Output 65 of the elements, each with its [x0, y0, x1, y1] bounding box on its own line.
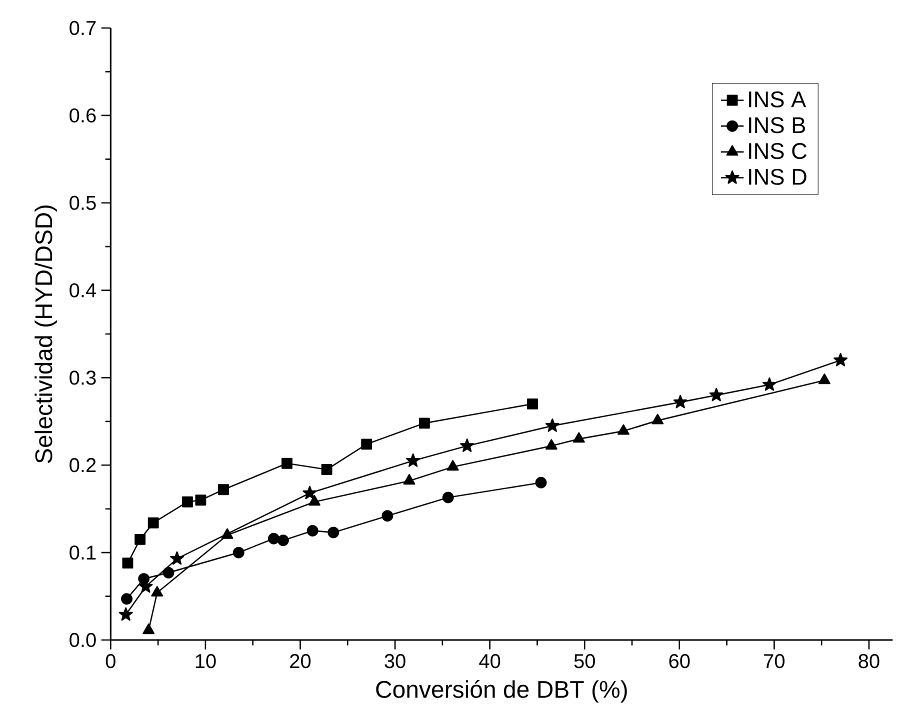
point — [617, 424, 630, 435]
y-tick-label: 0.3 — [70, 370, 96, 385]
x-tick-label: 70 — [764, 654, 785, 668]
point — [282, 458, 292, 469]
point — [545, 418, 560, 432]
x-tick-label: 10 — [196, 654, 216, 668]
y-tick-label: 0.5 — [70, 196, 96, 210]
point — [121, 593, 133, 605]
point — [134, 534, 146, 545]
point — [442, 492, 454, 504]
point — [328, 526, 340, 538]
point — [232, 546, 244, 558]
point — [195, 494, 206, 506]
point — [182, 496, 193, 508]
point — [382, 510, 394, 522]
point — [122, 558, 134, 569]
y-tick-label: 0.2 — [70, 458, 96, 472]
x-tick-label: 60 — [669, 654, 690, 668]
point — [118, 607, 133, 621]
point — [308, 495, 320, 506]
legend-label: INS C — [749, 143, 807, 160]
point — [460, 438, 474, 452]
point — [818, 374, 830, 384]
point — [361, 438, 372, 450]
point — [306, 524, 318, 536]
point — [302, 486, 317, 500]
y-tick-label: 0.7 — [70, 20, 96, 36]
point — [403, 474, 416, 485]
x-tick-label: 80 — [858, 654, 880, 668]
legend-label: INS D — [749, 168, 806, 185]
point — [170, 551, 184, 565]
y-tick-label: 0.1 — [70, 545, 96, 560]
point — [277, 534, 289, 546]
legend-label: INS B — [749, 117, 805, 134]
point — [446, 460, 459, 471]
point — [418, 418, 430, 429]
point — [148, 517, 159, 528]
point — [142, 624, 155, 634]
x-tick-label: 30 — [384, 654, 406, 668]
y-tick-label: 0.4 — [70, 283, 96, 298]
y-axis-title: Selectividad (HYD/DSD) — [34, 206, 58, 463]
x-tick-label: 0 — [106, 654, 116, 668]
point — [151, 586, 164, 597]
x-axis-title: Conversión de DBT (%) — [376, 680, 627, 703]
point — [535, 476, 547, 488]
point — [218, 484, 229, 496]
point — [709, 388, 724, 402]
point — [545, 439, 558, 450]
point — [527, 398, 538, 410]
point — [572, 432, 585, 443]
y-tick-label: 0.0 — [70, 632, 96, 648]
point — [268, 532, 280, 544]
point — [221, 528, 234, 539]
point — [834, 352, 848, 366]
x-tick-label: 20 — [290, 654, 311, 668]
point — [162, 566, 174, 578]
y-tick-label: 0.6 — [70, 108, 96, 123]
x-tick-label: 50 — [574, 654, 595, 668]
point — [762, 377, 776, 391]
x-tick-label: 40 — [479, 654, 500, 668]
point — [673, 394, 688, 408]
legend-label: INS A — [749, 91, 806, 108]
point — [321, 464, 332, 475]
point — [406, 453, 420, 467]
point — [652, 414, 664, 424]
